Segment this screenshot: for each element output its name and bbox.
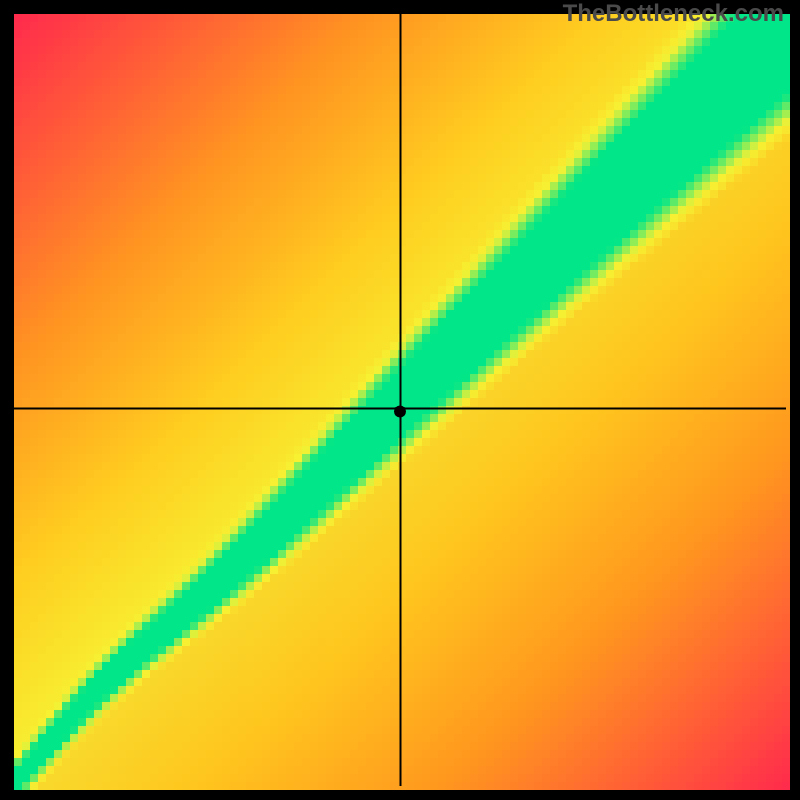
chart-container: TheBottleneck.com [0,0,800,800]
watermark-text: TheBottleneck.com [563,0,784,28]
bottleneck-heatmap [0,0,800,800]
